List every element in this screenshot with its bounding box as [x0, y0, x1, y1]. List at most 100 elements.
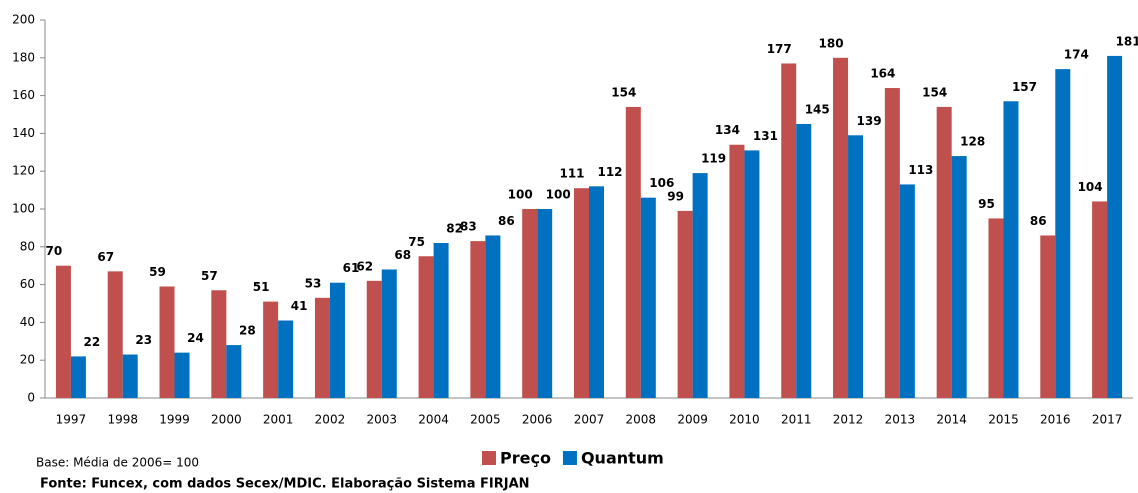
value-label: 67	[97, 250, 114, 264]
x-tick-label: 2009	[677, 413, 708, 427]
bar	[314, 297, 330, 398]
x-tick-label: 2007	[574, 413, 605, 427]
bar	[122, 354, 138, 398]
value-label: 86	[498, 214, 515, 228]
value-label: 28	[239, 324, 256, 338]
legend-label: Quantum	[581, 449, 664, 468]
value-label: 180	[819, 36, 844, 50]
value-label: 113	[908, 163, 933, 177]
x-tick-label: 1997	[56, 413, 87, 427]
bar	[418, 256, 434, 398]
value-label: 181	[1116, 34, 1138, 48]
bar	[329, 282, 345, 398]
value-label: 99	[667, 189, 684, 203]
bar	[1055, 69, 1071, 398]
y-tick-label: 120	[12, 164, 35, 178]
bar	[692, 173, 708, 398]
value-label: 104	[1078, 180, 1103, 194]
x-tick-label: 2008	[626, 413, 657, 427]
x-tick-label: 2006	[522, 413, 553, 427]
bar	[433, 243, 449, 398]
y-tick-label: 20	[20, 353, 35, 367]
bar	[211, 290, 227, 398]
value-label: 86	[1030, 214, 1047, 228]
x-tick-label: 1999	[159, 413, 190, 427]
bar	[470, 241, 486, 398]
value-label: 24	[187, 331, 204, 345]
y-tick-label: 140	[12, 126, 35, 140]
x-tick-label: 2000	[211, 413, 242, 427]
source-note: Fonte: Funcex, com dados Secex/MDIC. Ela…	[40, 477, 530, 492]
value-label: 134	[715, 123, 740, 137]
bar	[107, 271, 123, 398]
bar	[677, 210, 693, 398]
bar	[625, 106, 641, 398]
x-tick-label: 2002	[315, 413, 346, 427]
value-label: 41	[291, 299, 308, 313]
bar	[226, 345, 242, 398]
bar	[70, 356, 86, 398]
value-label: 154	[922, 85, 947, 99]
value-label: 157	[1012, 80, 1037, 94]
value-label: 100	[546, 188, 571, 202]
bar	[522, 209, 538, 398]
x-tick-label: 2014	[936, 413, 967, 427]
x-tick-label: 2017	[1092, 413, 1123, 427]
y-tick-label: 0	[27, 391, 35, 405]
value-label: 51	[253, 280, 270, 294]
value-label: 22	[84, 335, 101, 349]
y-tick-label: 160	[12, 88, 35, 102]
y-tick-label: 200	[12, 13, 35, 27]
value-label: 62	[356, 259, 373, 273]
bar	[936, 106, 952, 398]
x-tick-label: 2003	[366, 413, 397, 427]
value-label: 112	[597, 165, 622, 179]
bar	[574, 188, 589, 398]
y-tick-label: 40	[20, 315, 35, 329]
bar	[640, 197, 656, 398]
value-label: 164	[870, 67, 895, 81]
bar	[899, 184, 915, 398]
value-label: 154	[611, 85, 636, 99]
bar	[485, 235, 501, 398]
value-label: 177	[767, 42, 792, 56]
y-tick-label: 180	[12, 50, 35, 64]
value-label: 119	[701, 152, 726, 166]
x-tick-label: 2011	[781, 413, 812, 427]
value-label: 75	[408, 235, 425, 249]
bar	[1003, 101, 1019, 399]
bar	[278, 320, 294, 398]
value-label: 106	[649, 176, 674, 190]
value-label: 82	[446, 222, 463, 236]
value-label: 174	[1064, 48, 1089, 62]
bar	[366, 280, 382, 398]
value-label: 139	[857, 114, 882, 128]
value-label: 57	[201, 269, 218, 283]
y-tick-label: 80	[20, 239, 35, 253]
bar	[951, 156, 967, 398]
x-tick-label: 2005	[470, 413, 501, 427]
x-tick-label: 2015	[988, 413, 1019, 427]
bar	[884, 88, 900, 398]
x-tick-label: 1998	[107, 413, 138, 427]
x-tick-label: 2016	[1040, 413, 1071, 427]
x-tick-label: 2012	[833, 413, 864, 427]
bar	[848, 135, 864, 399]
bar	[589, 186, 604, 398]
bar	[1040, 235, 1056, 398]
value-label: 70	[46, 244, 63, 258]
legend-swatch	[562, 451, 577, 465]
value-label: 68	[394, 248, 411, 262]
value-label: 111	[559, 167, 584, 181]
bar	[537, 209, 553, 398]
bar	[1092, 201, 1108, 398]
bar	[159, 286, 175, 398]
bar	[729, 144, 745, 398]
value-label: 145	[805, 102, 830, 116]
bar	[1107, 55, 1123, 398]
value-label: 131	[753, 129, 778, 143]
value-label: 61	[343, 261, 360, 275]
value-label: 53	[305, 276, 322, 290]
x-tick-label: 2010	[729, 413, 760, 427]
